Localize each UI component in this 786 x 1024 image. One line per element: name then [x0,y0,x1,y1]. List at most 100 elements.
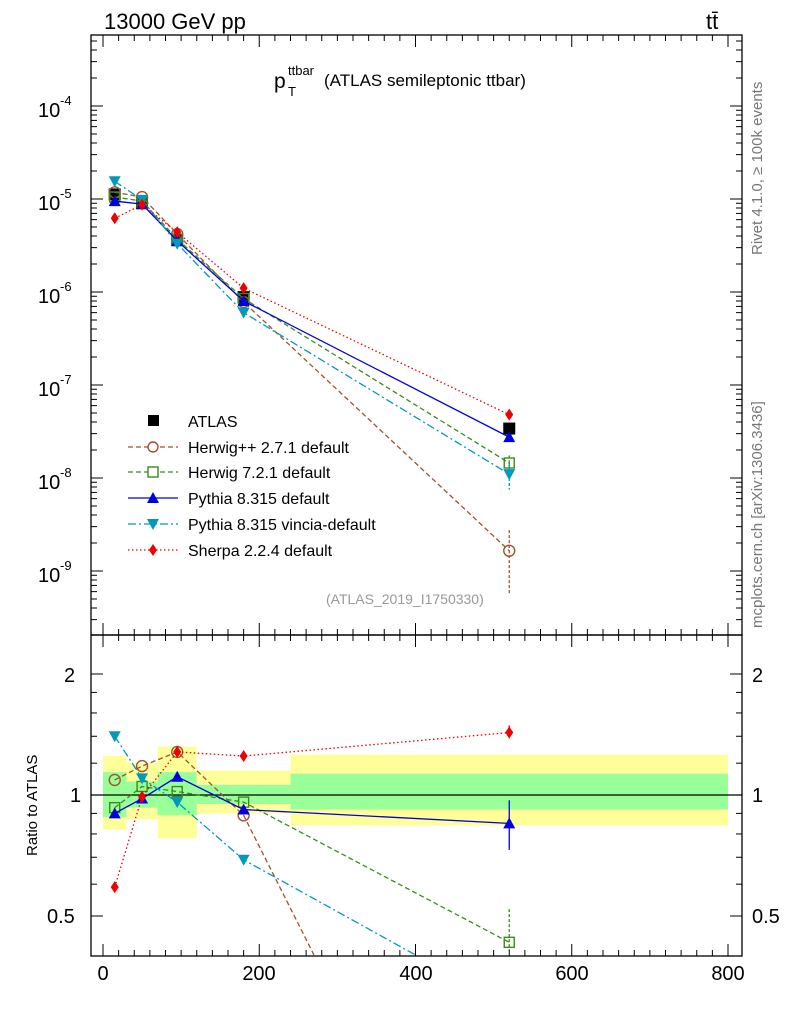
main-line-sherpa-2-2-4-default [114,203,510,416]
ratio-y-tick-right-2: 2 [752,665,763,687]
ratio-point-pythia-8-315-default-4 [503,817,516,829]
legend: ATLAS Herwig++ 2.7.1 default Herwig 7.2.… [128,414,376,560]
legend-marker-sherpa [149,544,157,556]
legend-marker-herwigpp [147,441,159,453]
main-point-sherpa-2-2-4-default-0 [110,212,119,225]
ratio-point-pythia-8-315-default-0 [108,807,121,819]
y-tick-1e-5: 10 -5 [38,186,72,215]
mcplots-label: mcplots.cern.ch [arXiv:1306.3436] [749,401,766,628]
ratio-point-herwig-7-2-1-default-2 [171,785,183,798]
y-tick-1e-8: 10 -8 [38,465,72,494]
legend-label-pythia: Pythia 8.315 default [188,491,330,508]
main-data-layer [108,176,516,596]
main-point-pythia-8-315-default-4 [503,431,516,443]
ratio-y-tick-labels-left: 2 1 0.5 [47,665,81,928]
ratio-clipped-group [91,725,742,956]
ratio-point-pythia-8-315-vincia-default-2 [171,797,184,809]
main-point-sherpa-2-2-4-default-3 [239,282,248,295]
ratio-y-label: Ratio to ATLAS [24,755,41,856]
svg-text:10: 10 [38,286,60,308]
svg-text:-8: -8 [60,465,72,480]
legend-label-herwigpp: Herwig++ 2.7.1 default [188,440,350,457]
legend-entry-herwigpp: Herwig++ 2.7.1 default [128,440,350,457]
svg-text:-6: -6 [60,279,72,294]
ratio-y-tick-0-5: 0.5 [47,906,75,928]
svg-text:-9: -9 [60,558,72,573]
x-tick-0: 0 [97,963,108,985]
main-ticks [91,35,742,635]
svg-text:10: 10 [38,193,60,215]
legend-marker-herwig7 [147,466,159,478]
ratio-data-layer [91,725,742,956]
svg-text:-4: -4 [60,93,72,108]
ratio-point-pythia-8-315-vincia-default-0 [108,731,121,743]
ratio-point-sherpa-2-2-4-default-3 [239,750,248,763]
ratio-point-pythia-8-315-vincia-default-3 [237,854,250,866]
y-tick-1e-6: 10 -6 [38,279,72,308]
ratio-y-tick-labels-right: 2 1 0.5 [752,665,780,928]
process-label: tt̄ [706,9,718,34]
ratio-point-pythia-8-315-default-3 [237,803,250,815]
rivet-label: Rivet 4.1.0, ≥ 100k events [749,82,766,255]
x-tick-800: 800 [711,963,744,985]
main-point-sherpa-2-2-4-default-2 [173,226,182,239]
ratio-y-tick-1: 1 [70,785,81,807]
main-point-pythia-8-315-vincia-default-3 [237,307,250,319]
main-panel: p ttbar T (ATLAS semileptonic ttbar) (AT… [38,34,743,636]
legend-marker-pythia [147,492,159,503]
main-point-pythia-8-315-default-3 [237,295,250,307]
ratio-point-herwig-2-7-1-default-0 [108,773,121,787]
main-point-pythia-8-315-vincia-default-2 [171,238,184,250]
main-y-tick-labels: 10 -9 10 -8 10 -7 10 -6 10 -5 10 -4 [38,93,72,587]
ratio-point-pythia-8-315-default-2 [171,770,184,782]
legend-entry-pythia: Pythia 8.315 default [128,491,330,508]
svg-text:10: 10 [38,100,60,122]
legend-label-sherpa: Sherpa 2.2.4 default [188,543,333,560]
ratio-point-sherpa-2-2-4-default-0 [110,881,119,894]
ratio-point-herwig-2-7-1-default-1 [135,759,149,773]
legend-entry-sherpa: Sherpa 2.2.4 default [128,543,333,560]
main-point-sherpa-2-2-4-default-4 [505,408,514,421]
legend-marker-atlas [148,415,159,426]
ratio-ticks [91,635,742,956]
main-line-herwig-2-7-1-default [114,191,510,552]
title-subscript: T [288,84,296,99]
svg-text:10: 10 [38,565,60,587]
y-tick-1e-4: 10 -4 [38,93,72,122]
legend-label-atlas: ATLAS [188,414,238,431]
x-tick-400: 400 [399,963,432,985]
legend-entry-vincia: Pythia 8.315 vincia-default [128,517,376,534]
ratio-point-pythia-8-315-vincia-default-1 [136,773,149,785]
title-rest: (ATLAS semileptonic ttbar) [324,71,526,90]
ratio-point-sherpa-2-2-4-default-2 [173,745,182,758]
title-superscript: ttbar [288,63,315,78]
legend-label-herwig7: Herwig 7.2.1 default [188,465,331,482]
main-line-pythia-8-315-vincia-default [114,180,510,475]
svg-text:10: 10 [38,472,60,494]
x-tick-600: 600 [555,963,588,985]
main-title: p ttbar T (ATLAS semileptonic ttbar) [274,63,526,99]
svg-text:10: 10 [38,379,60,401]
ratio-y-tick-right-1: 1 [752,785,763,807]
main-line-pythia-8-315-default [114,200,510,438]
legend-entry-herwig7: Herwig 7.2.1 default [128,465,331,482]
main-point-pythia-8-315-vincia-default-4 [503,469,516,481]
legend-entry-atlas: ATLAS [148,414,238,431]
main-point-pythia-8-315-default-0 [108,195,121,207]
y-tick-1e-7: 10 -7 [38,372,72,401]
svg-text:-5: -5 [60,186,72,201]
ratio-point-sherpa-2-2-4-default-4 [505,726,514,739]
x-tick-200: 200 [242,963,275,985]
ratio-y-tick-2: 2 [64,665,75,687]
y-tick-1e-9: 10 -9 [38,558,72,587]
main-point-atlas-4 [503,422,516,435]
ratio-point-sherpa-2-2-4-default-1 [138,790,147,803]
ratio-panel: Ratio to ATLAS 2 1 0.5 2 1 0.5 0 200 400… [24,634,780,985]
title-main: p [274,70,286,93]
ratio-point-herwig-7-2-1-default-4 [503,936,515,949]
main-point-herwig-2-7-1-default-4 [503,544,516,557]
main-point-pythia-8-315-vincia-default-0 [108,176,121,188]
x-tick-labels: 0 200 400 600 800 [97,963,744,985]
legend-label-vincia: Pythia 8.315 vincia-default [188,517,376,534]
